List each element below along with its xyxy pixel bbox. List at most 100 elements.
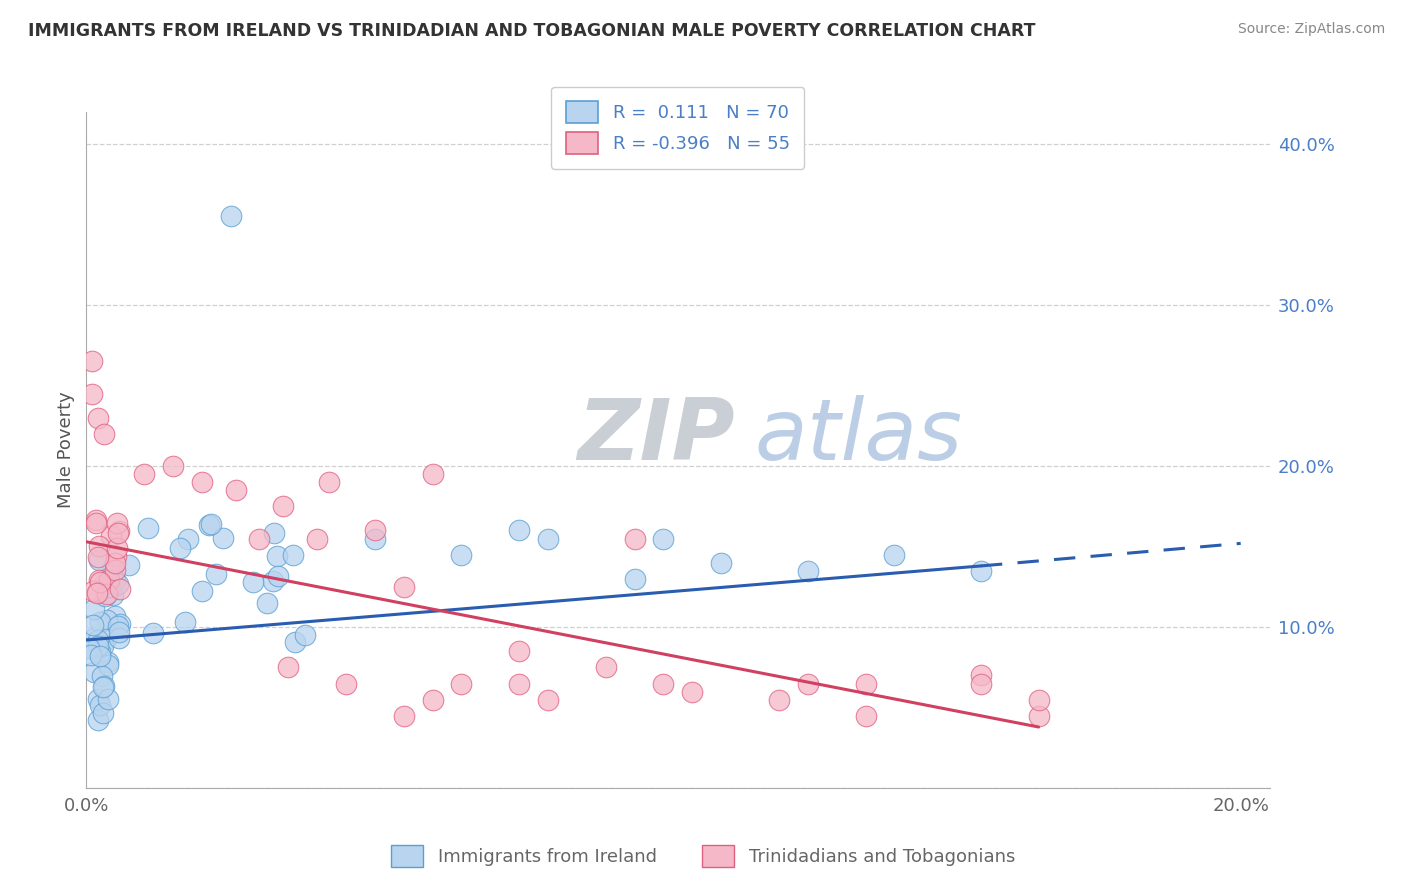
Point: [93, 679, 115, 693]
Point: [104, 556, 127, 570]
Point: [173, 615, 195, 629]
Point: [87, 573, 110, 587]
Point: [281, 548, 304, 562]
Point: [652, 532, 675, 546]
Point: [392, 708, 415, 723]
Point: [970, 676, 993, 690]
Point: [508, 524, 530, 538]
Point: [107, 526, 129, 541]
Point: [83, 665, 105, 680]
Point: [142, 626, 165, 640]
Point: [422, 692, 444, 706]
Point: [537, 532, 560, 546]
Point: [91, 680, 114, 694]
Y-axis label: Male Poverty: Male Poverty: [58, 392, 75, 508]
Point: [1028, 708, 1050, 723]
Point: [89, 644, 111, 658]
Point: [87, 692, 110, 706]
Text: ZIP: ZIP: [578, 395, 735, 478]
Point: [107, 577, 129, 591]
Point: [623, 532, 645, 546]
Point: [108, 631, 131, 645]
Point: [83, 601, 105, 615]
Legend: Immigrants from Ireland, Trinidadians and Tobagonians: Immigrants from Ireland, Trinidadians an…: [384, 838, 1022, 874]
Point: [162, 458, 184, 473]
Point: [104, 549, 127, 563]
Point: [89, 698, 111, 712]
Point: [681, 684, 703, 698]
Point: [98, 580, 121, 594]
Legend: R =  0.111   N = 70, R = -0.396   N = 55: R = 0.111 N = 70, R = -0.396 N = 55: [551, 87, 804, 169]
Point: [93, 426, 115, 441]
Point: [970, 668, 993, 682]
Point: [100, 529, 122, 543]
Point: [108, 624, 131, 639]
Point: [96, 632, 118, 646]
Point: [80, 354, 103, 368]
Point: [101, 588, 124, 602]
Point: [198, 518, 221, 533]
Point: [96, 587, 118, 601]
Point: [263, 526, 285, 541]
Point: [96, 614, 118, 628]
Point: [118, 558, 141, 572]
Point: [219, 210, 242, 224]
Point: [86, 586, 108, 600]
Text: atlas: atlas: [755, 395, 963, 478]
Point: [450, 548, 472, 562]
Point: [267, 569, 290, 583]
Point: [262, 574, 284, 589]
Point: [422, 467, 444, 482]
Point: [97, 658, 120, 673]
Point: [855, 676, 877, 690]
Point: [86, 713, 108, 727]
Point: [97, 655, 120, 669]
Point: [169, 541, 191, 555]
Point: [797, 676, 820, 690]
Point: [271, 500, 294, 514]
Point: [508, 676, 530, 690]
Point: [652, 676, 675, 690]
Point: [212, 531, 235, 545]
Point: [508, 644, 530, 658]
Point: [177, 533, 200, 547]
Point: [89, 615, 111, 630]
Point: [91, 669, 114, 683]
Point: [89, 574, 111, 589]
Point: [191, 584, 214, 599]
Point: [318, 475, 340, 490]
Point: [256, 596, 278, 610]
Point: [242, 575, 264, 590]
Point: [855, 708, 877, 723]
Point: [108, 524, 131, 539]
Point: [105, 516, 128, 531]
Point: [94, 589, 117, 603]
Point: [136, 521, 159, 535]
Point: [294, 628, 316, 642]
Point: [107, 619, 129, 633]
Point: [200, 517, 222, 532]
Text: Source: ZipAtlas.com: Source: ZipAtlas.com: [1237, 22, 1385, 37]
Point: [883, 548, 905, 562]
Point: [103, 608, 125, 623]
Point: [1028, 692, 1050, 706]
Point: [392, 580, 415, 594]
Point: [83, 631, 105, 645]
Point: [307, 532, 329, 546]
Point: [768, 692, 790, 706]
Point: [277, 660, 299, 674]
Point: [87, 550, 110, 565]
Point: [105, 541, 128, 556]
Point: [797, 564, 820, 578]
Point: [364, 524, 387, 538]
Point: [87, 633, 110, 648]
Point: [100, 563, 122, 577]
Point: [225, 483, 247, 498]
Point: [132, 467, 155, 482]
Text: IMMIGRANTS FROM IRELAND VS TRINIDADIAN AND TOBAGONIAN MALE POVERTY CORRELATION C: IMMIGRANTS FROM IRELAND VS TRINIDADIAN A…: [28, 22, 1036, 40]
Point: [82, 584, 104, 599]
Point: [595, 660, 617, 674]
Point: [110, 616, 132, 631]
Point: [91, 706, 114, 721]
Point: [249, 532, 271, 546]
